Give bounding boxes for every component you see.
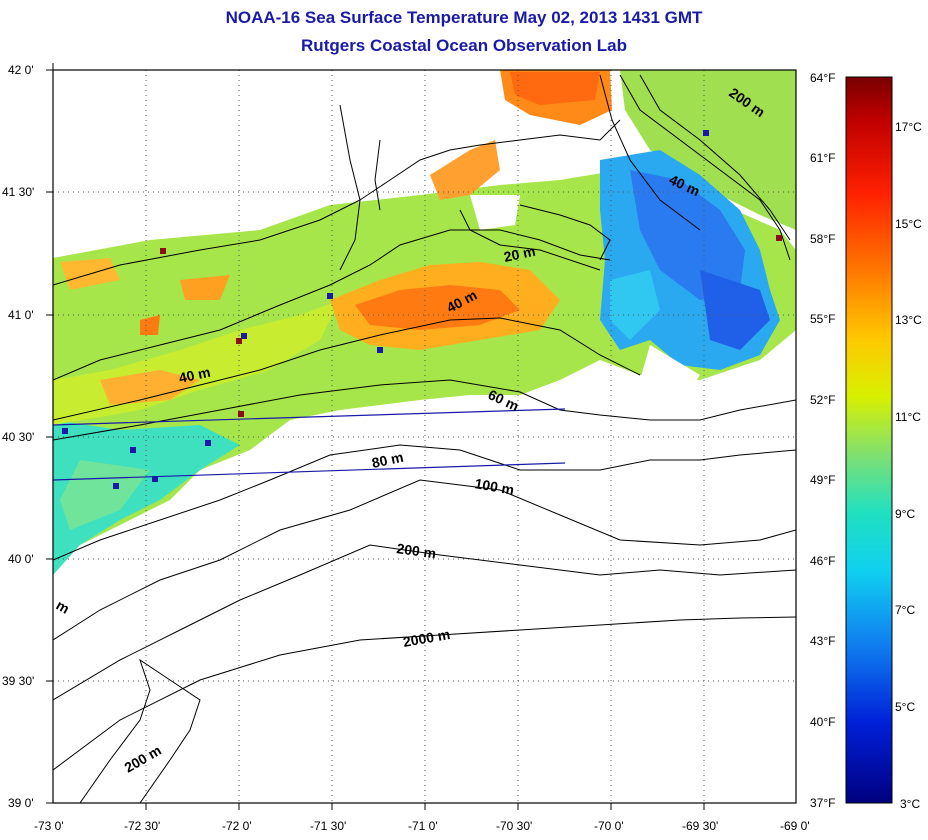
- lat-tick-label: 39 0': [8, 796, 34, 810]
- colorbar-f-label: 46°F: [810, 554, 835, 568]
- colorbar-c-label: 3°C: [900, 797, 920, 811]
- colorbar-c-label: 17°C: [895, 120, 922, 134]
- contour-label: 100 m: [473, 475, 515, 498]
- colorbar-f-label: 58°F: [810, 232, 835, 246]
- colorbar-f-label: 52°F: [810, 393, 835, 407]
- lon-tick-label: -69 30': [682, 819, 718, 833]
- lon-tick-label: -70 0': [594, 819, 624, 833]
- lon-tick-label: -72 0': [222, 819, 252, 833]
- contour-label: 20 m: [502, 243, 537, 265]
- colorbar-f-label: 49°F: [810, 473, 835, 487]
- lon-tick-label: -73 0': [34, 819, 64, 833]
- celsius-labels: 17°C 15°C 13°C 11°C 9°C 7°C 5°C 3°C: [895, 120, 922, 811]
- contour-label: 200 m: [396, 540, 438, 561]
- lon-labels: -73 0' -72 30' -72 0' -71 30' -71 0' -70…: [34, 819, 810, 833]
- map-subtitle: Rutgers Coastal Ocean Observation Lab: [301, 36, 627, 55]
- graticule: [53, 70, 796, 803]
- lon-tick-label: -71 30': [310, 819, 346, 833]
- lon-tick-label: -71 0': [408, 819, 438, 833]
- colorbar-c-label: 11°C: [895, 410, 921, 424]
- lat-tick-label: 40 30': [2, 430, 34, 444]
- contour-label: 80 m: [370, 449, 405, 471]
- colorbar: [845, 76, 893, 804]
- colorbar-c-label: 5°C: [895, 700, 915, 714]
- contours: [53, 74, 796, 803]
- lat-tick-label: 41 0': [8, 308, 34, 322]
- colorbar-f-label: 40°F: [810, 715, 835, 729]
- axis-ticks: [46, 63, 705, 810]
- buoy-markers: [62, 130, 782, 489]
- lat-tick-label: 40 0': [8, 552, 34, 566]
- colorbar-c-label: 9°C: [895, 507, 915, 521]
- lat-tick-label: 39 30': [2, 674, 34, 688]
- colorbar-f-label: 43°F: [810, 634, 835, 648]
- lat-tick-label: 42 0': [8, 63, 34, 77]
- contour-label: 40 m: [177, 364, 212, 386]
- lon-tick-label: -69 0': [780, 819, 810, 833]
- colorbar-f-label: 55°F: [810, 312, 835, 326]
- map-title: NOAA-16 Sea Surface Temperature May 02, …: [225, 8, 703, 27]
- colorbar-c-label: 13°C: [895, 313, 922, 327]
- lat-tick-label: 41 30': [2, 185, 34, 199]
- colorbar-c-label: 7°C: [895, 603, 915, 617]
- lon-tick-label: -72 30': [124, 819, 160, 833]
- fahrenheit-labels: 64°F 61°F 58°F 55°F 52°F 49°F 46°F 43°F …: [810, 71, 835, 810]
- lon-tick-label: -70 30': [496, 819, 532, 833]
- colorbar-f-label: 61°F: [810, 151, 835, 165]
- colorbar-c-label: 15°C: [895, 217, 922, 231]
- colorbar-f-label: 64°F: [810, 71, 835, 85]
- transect-lines: [52, 408, 566, 481]
- lat-labels: 42 0' 41 30' 41 0' 40 30' 40 0' 39 30' 3…: [2, 63, 34, 810]
- colorbar-f-label: 37°F: [810, 796, 835, 810]
